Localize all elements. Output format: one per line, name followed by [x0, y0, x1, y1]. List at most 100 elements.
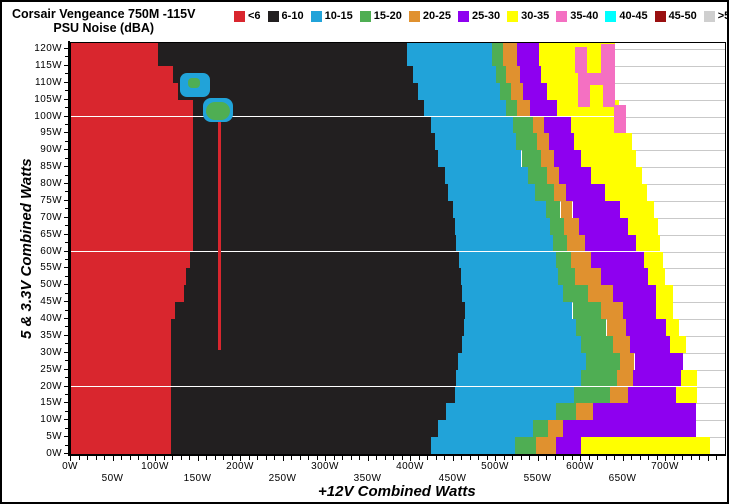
- x-tick: [410, 456, 411, 461]
- y-tick-label: 75W: [40, 194, 62, 206]
- chart-title-line2: PSU Noise (dBA): [53, 21, 155, 35]
- heatmap-cell: [71, 302, 175, 319]
- y-tick: [65, 225, 68, 227]
- heatmap-cell: [438, 150, 522, 168]
- heatmap-cell: [71, 150, 193, 168]
- heatmap-cell: [581, 335, 614, 353]
- heatmap-cell: [496, 65, 507, 83]
- heatmap-cell: [448, 184, 536, 201]
- y-tick-label: 0W: [46, 448, 62, 459]
- heatmap-cell: [171, 369, 457, 387]
- heatmap-cell: [581, 150, 637, 168]
- heatmap-cell: [575, 403, 593, 421]
- heatmap-cell: [406, 43, 492, 66]
- y-tick-label: 65W: [40, 228, 62, 240]
- y-tick: [64, 233, 68, 235]
- heatmap-cell: [192, 200, 453, 218]
- heatmap-cell: [574, 386, 610, 404]
- y-tick: [64, 250, 68, 252]
- heatmap-cell: [412, 65, 496, 83]
- heatmap-cell: [491, 43, 503, 66]
- x-tick-label: 0W: [62, 461, 78, 472]
- heatmap-cell: [71, 285, 184, 303]
- heatmap-cell: [556, 437, 581, 454]
- heatmap-cell: [553, 150, 581, 168]
- legend-swatch-icon: [507, 10, 519, 22]
- y-tick: [64, 284, 68, 286]
- legend-swatch-icon: [234, 10, 245, 22]
- heatmap-cell: [500, 82, 512, 100]
- heatmap-cell: [548, 133, 575, 151]
- x-tick: [622, 456, 624, 461]
- heatmap-cell: [581, 369, 617, 387]
- x-tick: [639, 456, 641, 460]
- y-tick: [64, 183, 68, 184]
- heatmap-cell: [648, 268, 666, 286]
- x-tick-label: 100W: [141, 461, 169, 472]
- y-tick: [65, 157, 68, 159]
- x-tick-label: 300W: [311, 461, 339, 472]
- x-tick-label: 200W: [226, 461, 254, 472]
- legend: <6 6-10 10-15 15-20 20-25 25-30 30-35 35-40 40-4…: [234, 10, 727, 22]
- x-tick: [554, 456, 556, 460]
- legend-swatch-icon: [408, 10, 420, 22]
- y-tick: [64, 149, 68, 151]
- x-tick: [707, 456, 709, 461]
- heatmap-cell: [626, 319, 666, 336]
- y-axis-title: 5 & 3.3V Combined Watts: [18, 157, 35, 339]
- heatmap-cell: [575, 268, 602, 286]
- y-tick: [65, 309, 68, 311]
- heatmap-cell: [465, 302, 573, 319]
- y-tick: [64, 81, 68, 83]
- legend-label: 15-20: [373, 10, 402, 22]
- heatmap-cell: [71, 319, 172, 336]
- heatmap-cell: [517, 43, 539, 66]
- heatmap-cell: [445, 403, 557, 421]
- heatmap-cell: [536, 133, 549, 151]
- heatmap-cell: [558, 268, 576, 286]
- y-tick: [65, 410, 68, 412]
- x-tick: [435, 456, 437, 460]
- heatmap-cell: [462, 285, 564, 303]
- x-tick: [87, 456, 88, 460]
- x-tick: [478, 456, 479, 460]
- x-tick: [291, 456, 292, 460]
- heatmap-cell: [502, 43, 518, 66]
- x-tick-label: 250W: [268, 473, 297, 484]
- y-tick: [64, 419, 68, 421]
- y-tick: [64, 98, 68, 100]
- heatmap-cell: [523, 82, 547, 100]
- x-tick: [342, 456, 343, 460]
- y-tick: [64, 166, 68, 168]
- y-tick: [64, 453, 68, 454]
- heatmap-cell: [506, 65, 520, 83]
- heatmap-overlay: [601, 43, 615, 77]
- heatmap-cell: [455, 386, 575, 404]
- heatmap-cell: [519, 65, 542, 83]
- heatmap-overlay: [578, 73, 615, 86]
- x-tick: [469, 456, 471, 460]
- chart-title-line1: Corsair Vengeance 750M -115V: [12, 7, 196, 21]
- x-axis-line: [68, 454, 726, 456]
- heatmap-cell: [622, 302, 656, 319]
- x-tick: [418, 456, 420, 460]
- heatmap-overlay: [575, 47, 587, 73]
- heatmap-cell: [601, 268, 649, 286]
- y-tick: [64, 334, 68, 336]
- y-tick: [65, 326, 68, 328]
- heatmap-cell: [423, 99, 507, 117]
- heatmap-cell: [430, 116, 513, 134]
- heatmap-cell: [655, 285, 673, 303]
- x-tick: [614, 456, 615, 460]
- y-tick: [64, 267, 68, 269]
- x-tick: [214, 456, 216, 460]
- heatmap-cell: [459, 251, 557, 269]
- x-tick: [376, 456, 377, 460]
- y-tick: [65, 444, 68, 446]
- x-axis-title: +12V Combined Watts: [318, 483, 476, 500]
- y-tick: [65, 377, 68, 379]
- y-tick-label: 60W: [40, 245, 62, 257]
- heatmap-cell: [71, 403, 172, 421]
- y-tick-label: 55W: [40, 262, 62, 274]
- x-tick: [257, 456, 258, 460]
